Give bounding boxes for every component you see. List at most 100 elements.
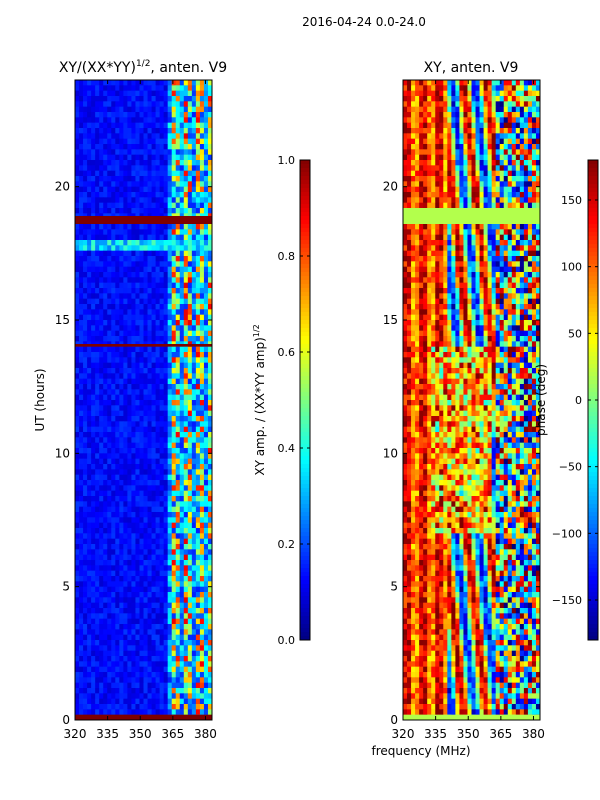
heatmap-cell xyxy=(167,656,173,662)
heatmap-cell xyxy=(127,410,132,417)
flagged-band xyxy=(75,344,212,347)
heatmap-cell xyxy=(203,176,209,182)
heatmap-cell xyxy=(203,90,209,97)
heatmap-cell xyxy=(163,506,169,513)
heatmap-cell xyxy=(91,138,96,145)
heatmap-cell xyxy=(167,282,173,289)
heatmap-cell xyxy=(115,666,120,673)
heatmap-cell xyxy=(183,314,189,321)
heatmap-cell xyxy=(203,368,209,374)
heatmap-cell xyxy=(191,224,197,230)
heatmap-cell xyxy=(167,234,173,241)
heatmap-cell xyxy=(91,208,96,214)
heatmap-cell xyxy=(123,698,128,705)
heatmap-cell xyxy=(187,549,193,556)
heatmap-cell xyxy=(143,682,148,689)
heatmap-cell xyxy=(195,101,201,108)
heatmap-cell xyxy=(467,138,472,145)
heatmap-cell xyxy=(159,426,165,433)
heatmap-cell xyxy=(179,618,185,625)
y-tick-label: 5 xyxy=(62,580,70,594)
heatmap-cell xyxy=(159,346,165,353)
heatmap-cell xyxy=(91,144,96,150)
heatmap-cell xyxy=(435,80,440,86)
heatmap-cell xyxy=(183,480,189,486)
heatmap-cell xyxy=(115,149,120,156)
heatmap-cell xyxy=(95,298,100,305)
heatmap-cell xyxy=(115,117,120,124)
heatmap-cell xyxy=(103,677,108,684)
heatmap-cell xyxy=(511,138,517,145)
heatmap-cell xyxy=(167,506,173,513)
heatmap-cell xyxy=(191,400,197,406)
heatmap-cell xyxy=(151,549,156,556)
heatmap-cell xyxy=(115,448,120,454)
heatmap-cell xyxy=(423,112,428,118)
heatmap-cell xyxy=(203,672,209,678)
y-tick-label: 10 xyxy=(55,446,70,460)
heatmap-cell xyxy=(163,272,169,278)
heatmap-cell xyxy=(103,656,108,662)
heatmap-cell xyxy=(107,480,112,486)
heatmap-cell xyxy=(195,549,201,556)
heatmap-cell xyxy=(195,485,201,492)
heatmap-cell xyxy=(455,149,460,156)
heatmap-cell xyxy=(479,149,484,156)
heatmap-cell xyxy=(203,154,209,161)
heatmap-cell xyxy=(207,229,213,236)
heatmap-cell xyxy=(419,154,424,161)
heatmap-cell xyxy=(155,336,161,342)
heatmap-cell xyxy=(203,245,209,252)
heatmap-cell xyxy=(175,165,181,172)
heatmap-cell xyxy=(91,517,96,524)
heatmap-cell xyxy=(195,272,201,278)
heatmap-cell xyxy=(91,672,96,678)
heatmap-cell xyxy=(139,453,144,460)
heatmap-cell xyxy=(95,560,100,566)
heatmap-cell xyxy=(127,709,132,716)
heatmap-cell xyxy=(91,256,96,262)
heatmap-cell xyxy=(191,330,197,337)
heatmap-cell xyxy=(167,464,173,470)
heatmap-cell xyxy=(119,672,124,678)
heatmap-cell xyxy=(415,80,420,86)
heatmap-cell xyxy=(83,688,88,694)
heatmap-cell xyxy=(451,128,456,134)
heatmap-cell xyxy=(499,80,505,86)
heatmap-cell xyxy=(167,512,173,518)
heatmap-cell xyxy=(99,288,104,294)
heatmap-cell xyxy=(203,133,209,140)
heatmap-cell xyxy=(131,512,136,518)
colorbar-segment xyxy=(300,600,310,605)
heatmap-cell xyxy=(511,80,517,86)
heatmap-cell xyxy=(115,485,120,492)
heatmap-cell xyxy=(203,618,209,625)
heatmap-cell xyxy=(507,170,513,177)
heatmap-cell xyxy=(139,282,144,289)
heatmap-cell xyxy=(159,533,165,540)
heatmap-cell xyxy=(419,170,424,177)
heatmap-cell xyxy=(199,378,205,385)
heatmap-cell xyxy=(95,90,100,97)
heatmap-cell xyxy=(203,378,209,385)
panel-amplitude: XY/(XX*YY)1/2, anten. V9 320 335 350 365 380… xyxy=(33,59,227,741)
heatmap-cell xyxy=(123,282,128,289)
heatmap-cell xyxy=(95,496,100,502)
heatmap-cell xyxy=(175,160,181,166)
heatmap-cell xyxy=(155,154,161,161)
heatmap-cell xyxy=(123,645,128,652)
heatmap-cell xyxy=(167,186,173,193)
heatmap-cell xyxy=(167,570,173,577)
heatmap-cell xyxy=(163,170,169,177)
heatmap-cell xyxy=(91,181,96,188)
heatmap-cell xyxy=(163,362,169,369)
heatmap-cell xyxy=(75,368,80,374)
heatmap-cell xyxy=(147,698,152,705)
heatmap-cell xyxy=(199,330,205,337)
heatmap-cell xyxy=(111,405,116,412)
heatmap-cell xyxy=(95,410,100,417)
heatmap-cell xyxy=(187,176,193,182)
heatmap-cell xyxy=(191,640,197,646)
heatmap-cell xyxy=(151,122,156,129)
heatmap-cell xyxy=(199,373,205,380)
